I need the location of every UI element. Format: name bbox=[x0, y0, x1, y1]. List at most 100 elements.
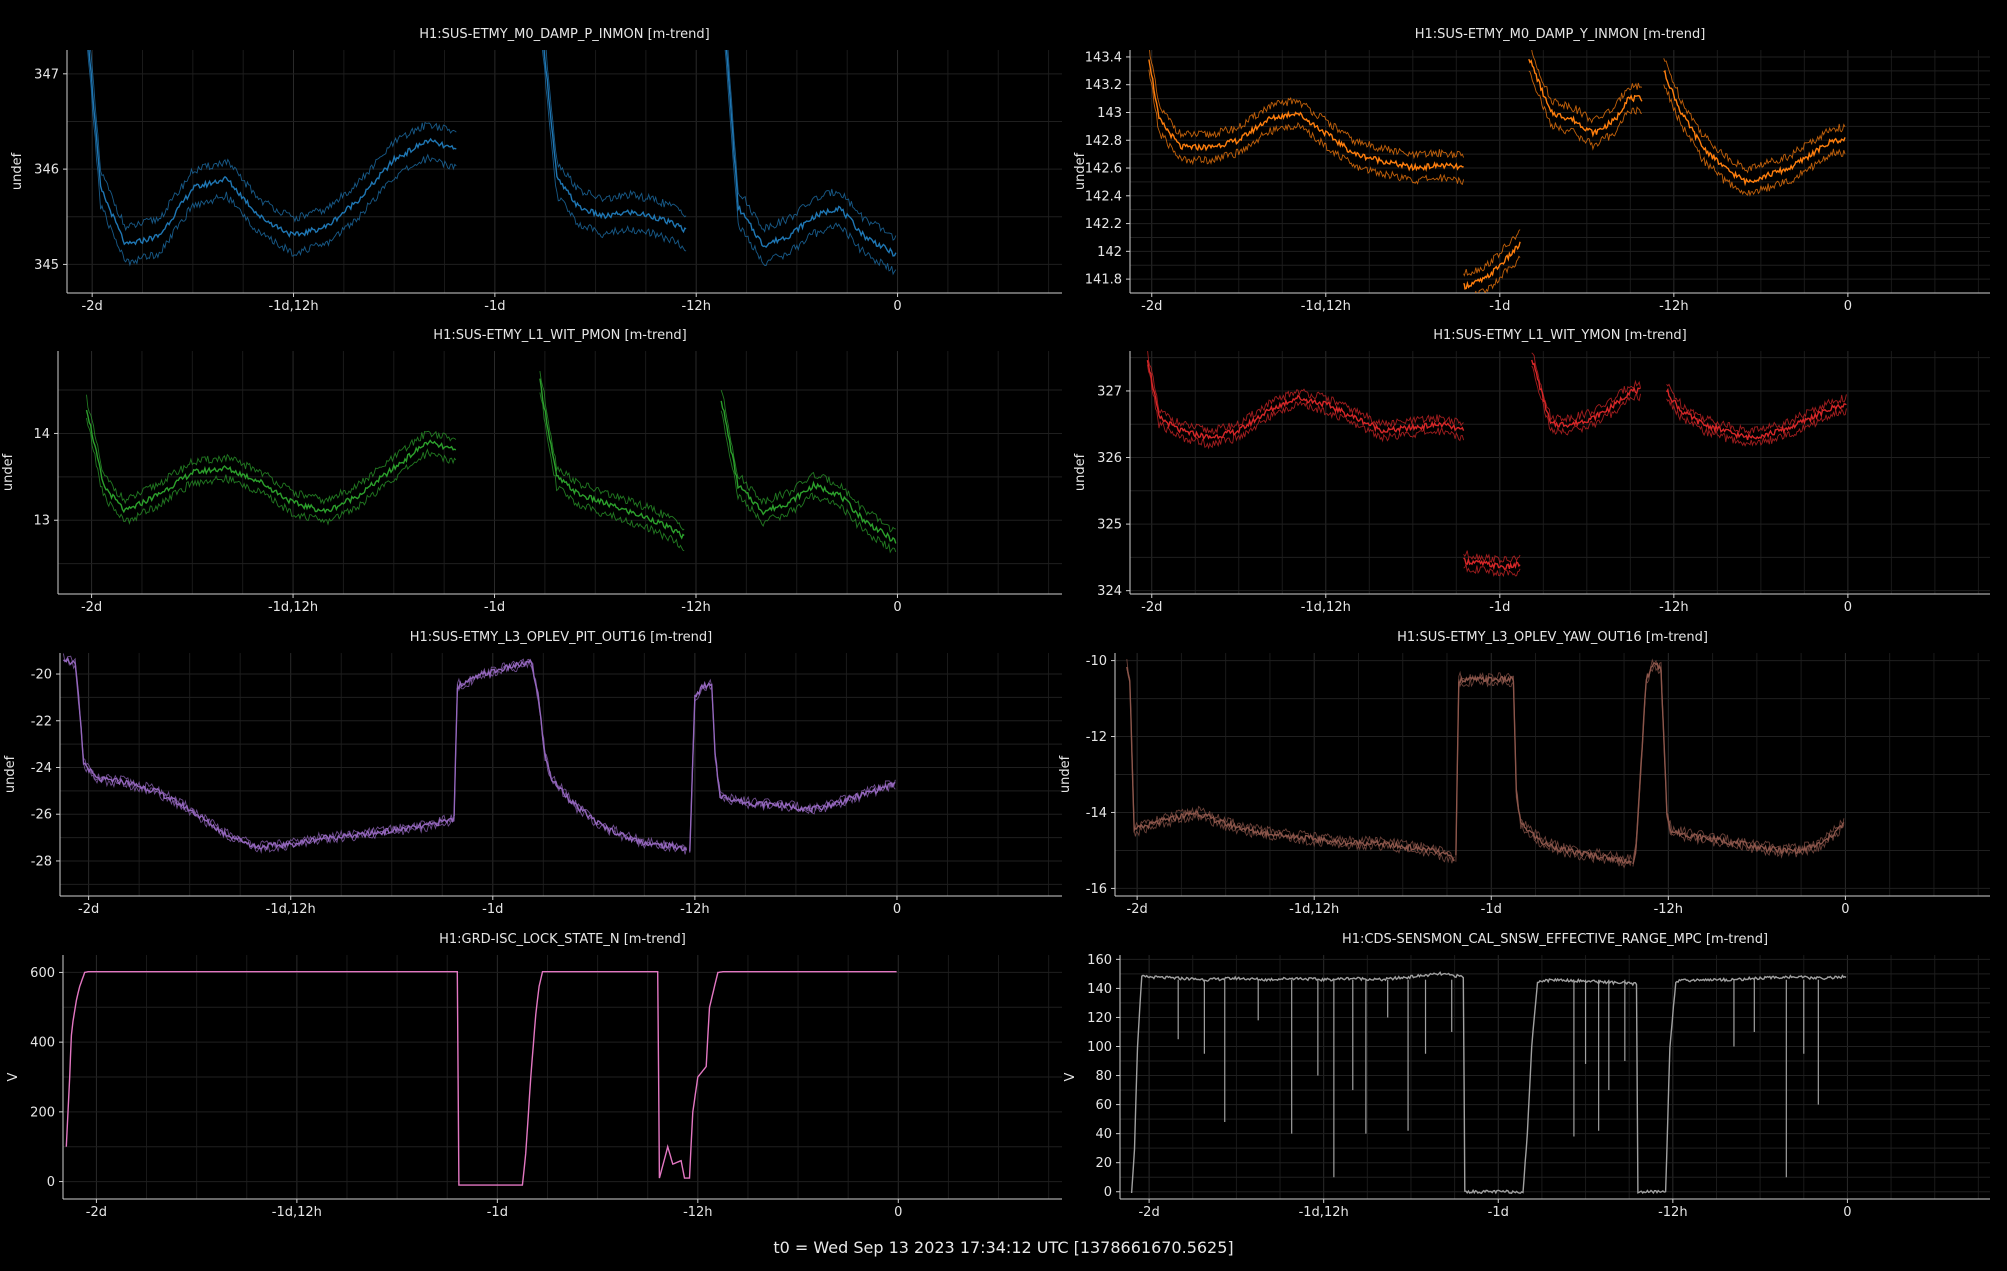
y-tick-label: 326 bbox=[1097, 451, 1122, 466]
chart-title: H1:SUS-ETMY_L3_OPLEV_PIT_OUT16 [m-trend] bbox=[410, 630, 713, 645]
x-tick-label: -1d,12h bbox=[268, 600, 318, 615]
series-min-line bbox=[63, 657, 455, 854]
series-min-line bbox=[87, 50, 457, 267]
series bbox=[87, 50, 897, 276]
x-tick-label: -2d bbox=[78, 902, 99, 917]
series-mean-line bbox=[85, 409, 457, 514]
series-min-line bbox=[1148, 69, 1465, 186]
x-tick-label: -1d,12h bbox=[1289, 902, 1339, 917]
series bbox=[65, 971, 897, 1186]
series-min-line bbox=[1531, 365, 1641, 436]
x-tick-label: 0 bbox=[1844, 299, 1852, 314]
y-tick-label: 142.2 bbox=[1085, 217, 1122, 232]
y-tick-label: 200 bbox=[30, 1105, 55, 1120]
y-tick-label: 327 bbox=[1097, 384, 1122, 399]
y-tick-label: -14 bbox=[1086, 806, 1107, 821]
series-max-line bbox=[453, 658, 687, 851]
y-tick-label: 0 bbox=[47, 1175, 55, 1190]
grid bbox=[63, 955, 1062, 1199]
y-tick-label: 20 bbox=[1095, 1156, 1112, 1171]
series-mean-line bbox=[1528, 58, 1643, 138]
series-max-line bbox=[1463, 229, 1521, 277]
x-tick-label: 0 bbox=[1843, 1205, 1851, 1220]
y-tick-label: 324 bbox=[1097, 584, 1122, 599]
series bbox=[85, 371, 897, 554]
y-axis-label: undef bbox=[1, 453, 16, 491]
y-tick-label: 13 bbox=[33, 514, 50, 529]
series-mean-line bbox=[1126, 666, 1455, 862]
series-max-line bbox=[539, 371, 685, 531]
y-tick-label: 142.8 bbox=[1085, 134, 1122, 149]
series-max-line bbox=[1663, 58, 1846, 174]
y-tick-label: -24 bbox=[31, 761, 52, 776]
series-mean-line bbox=[1148, 59, 1464, 172]
series-mean-line bbox=[1146, 360, 1465, 441]
plot-panel-4: H1:SUS-ETMY_L1_WIT_YMON [m-trend] undef 32… bbox=[1073, 328, 1990, 615]
series-mean-line bbox=[1130, 971, 1847, 1195]
x-tick-label: -12h bbox=[683, 1205, 712, 1220]
x-tick-label: -2d bbox=[1127, 902, 1148, 917]
chart-title: H1:SUS-ETMY_M0_DAMP_Y_INMON [m-trend] bbox=[1415, 27, 1706, 42]
y-tick-label: 140 bbox=[1087, 982, 1112, 997]
plot-panel-6: H1:SUS-ETMY_L3_OPLEV_YAW_OUT16 [m-trend]… bbox=[1058, 630, 1990, 917]
y-tick-label: 346 bbox=[34, 163, 59, 178]
y-tick-label: 345 bbox=[34, 258, 59, 273]
series-min-line bbox=[1475, 255, 1521, 293]
x-tick-label: -1d,12h bbox=[272, 1205, 322, 1220]
grid bbox=[1130, 351, 1990, 594]
y-tick-label: 142 bbox=[1097, 245, 1122, 260]
plot-panel-8: H1:CDS-SENSMON_CAL_SNSW_EFFECTIVE_RANGE_… bbox=[1063, 932, 1990, 1220]
series-max-line bbox=[1149, 50, 1465, 160]
y-axis-label: undef bbox=[1073, 152, 1088, 190]
series-mean-line bbox=[1531, 359, 1641, 429]
grid bbox=[67, 50, 1062, 293]
series-max-line bbox=[1666, 383, 1847, 435]
grid bbox=[1115, 653, 1990, 896]
series-min-line bbox=[1666, 398, 1847, 447]
series-min-line bbox=[541, 50, 687, 252]
x-tick-label: -1d,12h bbox=[1301, 600, 1351, 615]
x-tick-label: 0 bbox=[893, 600, 901, 615]
grid bbox=[1120, 955, 1990, 1199]
series-mean-line bbox=[1665, 387, 1847, 441]
x-tick-label: -12h bbox=[680, 902, 709, 917]
x-tick-label: -2d bbox=[81, 600, 102, 615]
y-tick-label: 143.4 bbox=[1085, 50, 1122, 65]
series-max-line bbox=[1531, 352, 1641, 424]
series-min-line bbox=[539, 392, 685, 552]
y-axis-label: V bbox=[6, 1072, 21, 1081]
grid bbox=[1130, 50, 1990, 294]
y-tick-label: -28 bbox=[31, 854, 52, 869]
x-tick-label: -1d bbox=[1481, 902, 1502, 917]
x-tick-label: -12h bbox=[1658, 1205, 1687, 1220]
x-tick-label: 0 bbox=[894, 1205, 902, 1220]
series-mean-line bbox=[1463, 556, 1521, 571]
grid bbox=[60, 653, 1062, 896]
series-min-line bbox=[689, 684, 896, 853]
y-tick-label: -26 bbox=[31, 808, 52, 823]
series bbox=[1130, 971, 1847, 1195]
x-tick-label: -2d bbox=[1141, 600, 1162, 615]
y-tick-label: 40 bbox=[1095, 1127, 1112, 1142]
y-tick-label: -10 bbox=[1086, 654, 1107, 669]
series-min-line bbox=[1126, 667, 1455, 864]
x-tick-label: -12h bbox=[1659, 299, 1688, 314]
series-max-line bbox=[689, 678, 896, 850]
x-tick-label: -2d bbox=[82, 299, 103, 314]
y-tick-label: 141.8 bbox=[1085, 273, 1122, 288]
grid bbox=[58, 351, 1062, 594]
chart-title: H1:CDS-SENSMON_CAL_SNSW_EFFECTIVE_RANGE_… bbox=[1342, 932, 1768, 947]
series-mean-line bbox=[539, 378, 685, 540]
plot-panel-2: H1:SUS-ETMY_M0_DAMP_Y_INMON [m-trend] und… bbox=[1073, 27, 1990, 314]
series-max-line bbox=[545, 50, 687, 218]
series bbox=[62, 653, 896, 855]
y-tick-label: 325 bbox=[1097, 518, 1122, 533]
x-tick-label: -1d,12h bbox=[268, 299, 318, 314]
y-tick-label: 60 bbox=[1095, 1098, 1112, 1113]
x-tick-label: 0 bbox=[893, 299, 901, 314]
footer-t0-label: t0 = Wed Sep 13 2023 17:34:12 UTC [13786… bbox=[773, 1238, 1234, 1257]
x-tick-label: -1d bbox=[484, 299, 505, 314]
y-tick-label: 400 bbox=[30, 1036, 55, 1051]
series-mean-line bbox=[63, 656, 455, 851]
